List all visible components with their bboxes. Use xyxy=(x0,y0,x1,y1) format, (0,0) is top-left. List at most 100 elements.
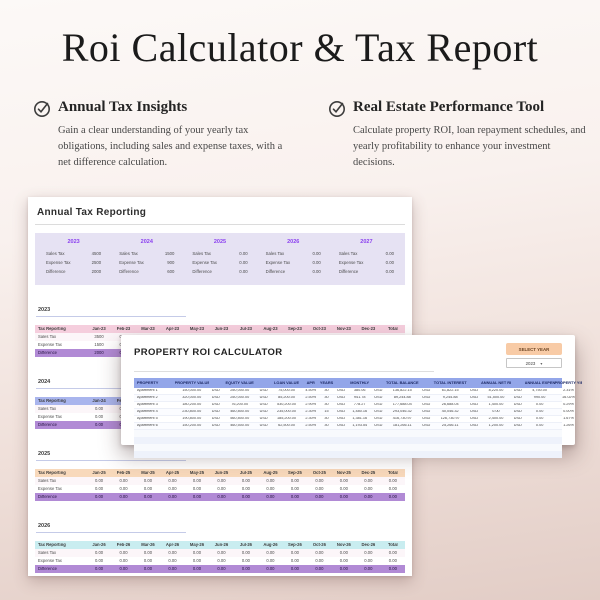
tax-cell: 0.00 xyxy=(192,495,202,500)
tax-cell: 0.00 xyxy=(388,487,397,492)
tax-cell: 0.00 xyxy=(290,551,299,556)
tax-col-header: Dec-26 xyxy=(361,543,376,548)
roi-cell: 75,000.00 xyxy=(278,389,295,393)
tax-col-header: May-26 xyxy=(189,543,205,548)
roi-col-header: LOAN VALUE xyxy=(274,381,300,385)
tax-col-header: Mar-23 xyxy=(141,327,155,332)
tax-cell: 0.00 xyxy=(168,551,177,556)
tax-col-header: Jul-23 xyxy=(239,327,252,332)
roi-cell: 2,400.00 xyxy=(488,417,504,421)
roi-cell: 0.00 xyxy=(535,403,544,407)
table-row: Apartment 1 150,000.00 USD 250,000.00 USD 75,… xyxy=(134,388,574,395)
roi-cell: 990.00 xyxy=(533,396,546,400)
tax-cell: 0.00 xyxy=(119,487,128,492)
tax-cell: 0.00 xyxy=(119,559,128,564)
roi-cell: 230,800.00 xyxy=(182,410,202,414)
tax-col-header: Tax Reporting xyxy=(38,543,66,548)
tax-cell: 0.00 xyxy=(241,487,251,492)
tax-cell: 0.00 xyxy=(290,479,299,484)
summary-year-column: 2024 Sales Tax 1500 Expense Tax 900 Differenc… xyxy=(112,239,181,278)
roi-cell: USD xyxy=(337,396,346,400)
tax-col-header: Sep-23 xyxy=(288,327,302,332)
tax-col-header: Feb-23 xyxy=(116,327,131,332)
table-row: Apartment 5 190,800.00 USD 560,800.00 USD 185… xyxy=(134,416,574,423)
tax-cell: 1500 xyxy=(94,343,104,348)
summary-row-label: Sales Tax xyxy=(119,251,138,256)
roi-cell: 2.30% xyxy=(305,410,317,414)
summary-year-column: 2026 Sales Tax 0.00 Expense Tax 0.00 Differen… xyxy=(259,239,328,278)
tax-year-section: 2026 Tax Reporting Jan-26 Feb-26 Mar-26 Apr-2… xyxy=(35,514,405,574)
summary-row: Difference 2000 xyxy=(39,269,108,274)
tax-cell: 0.00 xyxy=(192,567,202,572)
table-row: Apartment 3 180,200.00 USD 76,200.00 USD 530,… xyxy=(134,402,574,409)
roi-cell: USD xyxy=(259,410,268,414)
tax-row-label: Expense Tax xyxy=(38,487,62,492)
table-row: Difference 0.00 0.00 0.00 0.00 0.00 0.00 0.00 0.… xyxy=(35,493,405,502)
roi-cell: 293,046.32 xyxy=(392,410,412,414)
tax-cell: 0.00 xyxy=(388,495,397,500)
tax-cell: 0.00 xyxy=(290,495,299,500)
roi-cell: 126,730.97 xyxy=(440,417,460,421)
tax-cell: 0.00 xyxy=(364,495,373,500)
roi-cell: USD xyxy=(211,424,220,428)
roi-cell: USD xyxy=(374,417,383,421)
summary-year-label: 2023 xyxy=(67,239,80,245)
summary-row: Sales Tax 0.00 xyxy=(185,251,254,256)
roi-cell: 0.29% xyxy=(563,403,574,407)
tax-col-header: Jun-25 xyxy=(214,471,229,476)
tax-col-header: May-23 xyxy=(189,327,205,332)
tax-monthly-table: Tax Reporting Jan-25 Feb-25 Mar-25 Apr-25 May… xyxy=(35,469,405,502)
tax-cell: 0.00 xyxy=(241,559,251,564)
roi-cell: USD xyxy=(374,410,383,414)
tax-row-label: Difference xyxy=(38,567,58,572)
summary-year-label: 2026 xyxy=(287,239,300,245)
summary-row-value: 2500 xyxy=(91,260,102,266)
tax-cell: 0.00 xyxy=(94,567,104,572)
roi-cell: USD xyxy=(259,424,268,428)
tax-col-header: Apr-26 xyxy=(165,543,180,548)
roi-cell: USD xyxy=(259,403,268,407)
roi-cell: USD xyxy=(374,389,383,393)
roi-cell: Apartment 5 xyxy=(137,417,158,421)
tax-col-header: Jan-24 xyxy=(92,399,106,404)
roi-cell: USD xyxy=(470,403,479,407)
summary-row: Expense Tax 900 xyxy=(112,260,181,265)
tax-year-label: 2026 xyxy=(36,523,186,534)
tax-col-header: Tax Reporting xyxy=(38,399,66,404)
tax-cell: 0.00 xyxy=(339,567,348,572)
tax-cell: 0.00 xyxy=(217,495,226,500)
roi-cell: USD xyxy=(422,389,431,393)
property-roi-calculator-sheet: PROPERTY ROI CALCULATOR SELECT YEAR 2023… xyxy=(121,335,582,458)
tax-col-header: May-25 xyxy=(189,471,205,476)
tax-cell: 0.00 xyxy=(315,551,324,556)
tax-cell: 0.00 xyxy=(94,479,104,484)
tax-col-header: Oct-26 xyxy=(312,543,326,548)
tax-cell: 0.00 xyxy=(192,559,202,564)
roi-col-header: ANNUAL NET REV xyxy=(481,381,511,385)
roi-cell: USD xyxy=(211,410,220,414)
select-year-button[interactable]: SELECT YEAR xyxy=(506,343,562,355)
table-row-empty xyxy=(134,430,562,437)
roi-cell: 0.00 xyxy=(535,417,544,421)
roi-cell: Apartment 2 xyxy=(137,396,158,400)
tax-cell: 0.00 xyxy=(168,479,177,484)
table-row: Tax Reporting Jan-26 Feb-26 Mar-26 Apr-26 May… xyxy=(35,541,405,550)
roi-cell: 40,046.32 xyxy=(441,410,459,414)
feature-real-estate-performance: Real Estate Performance Tool Calculate p… xyxy=(328,99,593,170)
summary-row-label: Expense Tax xyxy=(192,260,217,266)
summary-row: Expense Tax 0.00 xyxy=(259,260,328,265)
tax-year-section: 2025 Tax Reporting Jan-25 Feb-25 Mar-25 Apr-2… xyxy=(35,442,405,502)
roi-cell: 941.78 xyxy=(353,396,366,400)
year-dropdown[interactable]: 2023 ▾ xyxy=(506,358,562,368)
roi-cell: Apartment 4 xyxy=(137,410,158,414)
tax-col-header: Tax Reporting xyxy=(38,471,66,476)
summary-row-label: Difference xyxy=(192,269,212,275)
tax-cell: 0.00 xyxy=(266,559,275,564)
tax-col-header: Jun-23 xyxy=(214,327,229,332)
roi-cell: USD xyxy=(211,403,220,407)
feature-body: Gain a clear understanding of your yearl… xyxy=(58,125,283,168)
summary-row: Difference 0.00 xyxy=(185,269,254,274)
tax-cell: 0.00 xyxy=(217,551,226,556)
tax-cell: 0.00 xyxy=(192,487,202,492)
tax-cell: 0.00 xyxy=(290,487,299,492)
